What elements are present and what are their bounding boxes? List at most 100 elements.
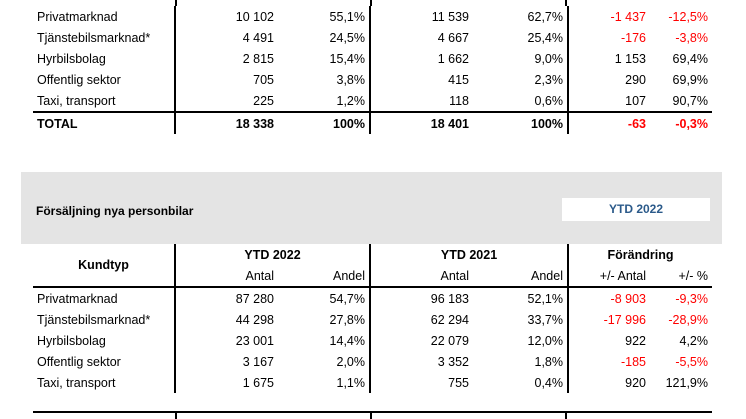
andel-2021: 25,4% [527,30,563,45]
header-forandring: Förändring [567,244,712,265]
change-pct: 90,7% [672,93,708,108]
antal-2021: 18 401 [369,111,473,134]
table1-divider-2 [370,0,372,6]
row-label: Privatmarknad [37,9,118,24]
andel-2022: 27,8% [329,312,365,327]
antal-2022: 225 [174,90,278,112]
change-pct: -0,3% [650,111,712,134]
change-antal: -185 [567,351,650,372]
table-row: Offentlig sektor 705 3,8% 415 2,3% 290 69,9% [33,69,712,90]
table-row: Taxi, transport 1 675 1,1% 755 0,4% 920 121,9% [33,372,712,393]
table2-divider-stub-2 [370,411,372,419]
andel-2022: 15,4% [329,51,365,66]
table2-bottom-rule [33,411,712,413]
antal-2022: 18 338 [174,111,278,134]
change-pct: -28,9% [668,312,708,327]
antal-2021: 1 662 [369,48,473,69]
table1-divider-3 [565,0,567,6]
header-d-antal: +/- Antal [567,265,650,288]
antal-2022: 4 491 [174,27,278,48]
andel-2021: 52,1% [527,291,563,306]
table-row: Hyrbilsbolag 23 001 14,4% 22 079 12,0% 922 4,2… [33,330,712,351]
change-antal: 920 [567,372,650,393]
andel-2021: 2,3% [534,72,564,87]
table-row: Tjänstebilsmarknad* 4 491 24,5% 4 667 25,4% -… [33,27,712,48]
change-pct: -5,5% [675,354,708,369]
sales-table-1: Privatmarknad 10 102 55,1% 11 539 62,7% -1 43… [33,6,712,134]
table-row: Taxi, transport 225 1,2% 118 0,6% 107 90,7% [33,90,712,112]
antal-2022: 23 001 [174,330,278,351]
andel-2021: 1,8% [534,354,564,369]
change-pct: -3,8% [675,30,708,45]
antal-2022: 44 298 [174,309,278,330]
table2-header-row-1: Kundtyp YTD 2022 YTD 2021 Förändring [33,244,712,288]
andel-2022: 2,0% [336,354,366,369]
table-row: Privatmarknad 10 102 55,1% 11 539 62,7% -1 43… [33,6,712,27]
header-andel-2021: Andel [473,265,568,288]
andel-2022: 14,4% [329,333,365,348]
change-antal: 1 153 [567,48,650,69]
row-label: TOTAL [33,111,175,134]
table2-divider-stub-3 [565,411,567,419]
change-pct: 121,9% [665,375,708,390]
change-antal: 107 [567,90,650,112]
header-antal-2021: Antal [369,265,473,288]
andel-2022: 1,1% [336,375,366,390]
andel-2022: 54,7% [329,291,365,306]
antal-2022: 87 280 [174,287,278,309]
row-label: Offentlig sektor [37,72,121,87]
header-kundtyp: Kundtyp [33,244,175,288]
table-row: Tjänstebilsmarknad* 44 298 27,8% 62 294 33,7… [33,309,712,330]
change-antal: 922 [567,330,650,351]
table-row: Offentlig sektor 3 167 2,0% 3 352 1,8% -185 -5… [33,351,712,372]
change-pct: -9,3% [675,291,708,306]
andel-2022: 55,1% [329,9,365,24]
antal-2022: 3 167 [174,351,278,372]
andel-2021: 100% [473,111,568,134]
header-andel-2022: Andel [278,265,370,288]
antal-2022: 1 675 [174,372,278,393]
change-antal: -176 [567,27,650,48]
change-antal: 290 [567,69,650,90]
andel-2022: 1,2% [336,93,366,108]
change-antal: -63 [567,111,650,134]
table-row: Privatmarknad 87 280 54,7% 96 183 52,1% -8 90… [33,287,712,309]
row-label: Taxi, transport [37,93,116,108]
change-pct: 69,4% [672,51,708,66]
andel-2022: 100% [278,111,370,134]
header-ytd2022: YTD 2022 [174,244,370,265]
header-ytd2021: YTD 2021 [369,244,568,265]
antal-2021: 415 [369,69,473,90]
antal-2022: 2 815 [174,48,278,69]
andel-2021: 0,4% [534,375,564,390]
change-antal: -17 996 [567,309,650,330]
sales-table-2: Kundtyp YTD 2022 YTD 2021 Förändring Ant… [33,244,712,393]
antal-2021: 22 079 [369,330,473,351]
antal-2022: 10 102 [174,6,278,27]
header-d-pct: +/- % [650,265,712,288]
change-antal: -1 437 [567,6,650,27]
table-row: Hyrbilsbolag 2 815 15,4% 1 662 9,0% 1 153 69,4… [33,48,712,69]
change-pct: -12,5% [668,9,708,24]
antal-2021: 3 352 [369,351,473,372]
row-label: Hyrbilsbolag [37,333,106,348]
andel-2021: 62,7% [527,9,563,24]
change-antal: -8 903 [567,287,650,309]
header-antal-2022: Antal [174,265,278,288]
antal-2021: 96 183 [369,287,473,309]
row-label: Tjänstebilsmarknad* [37,30,151,45]
row-label: Tjänstebilsmarknad* [37,312,151,327]
andel-2022: 3,8% [336,72,366,87]
andel-2022: 24,5% [329,30,365,45]
antal-2021: 118 [369,90,473,112]
row-label: Offentlig sektor [37,354,121,369]
section-title: Försäljning nya personbilar [36,204,194,218]
andel-2021: 33,7% [527,312,563,327]
antal-2021: 755 [369,372,473,393]
ytd-badge: YTD 2022 [562,198,710,221]
row-label: Privatmarknad [37,291,118,306]
andel-2021: 0,6% [534,93,564,108]
total-row: TOTAL 18 338 100% 18 401 100% -63 -0,3% [33,111,712,134]
change-pct: 4,2% [679,333,709,348]
table2-header-row-2: Antal Andel Antal Andel +/- Antal +/- % [33,265,712,288]
